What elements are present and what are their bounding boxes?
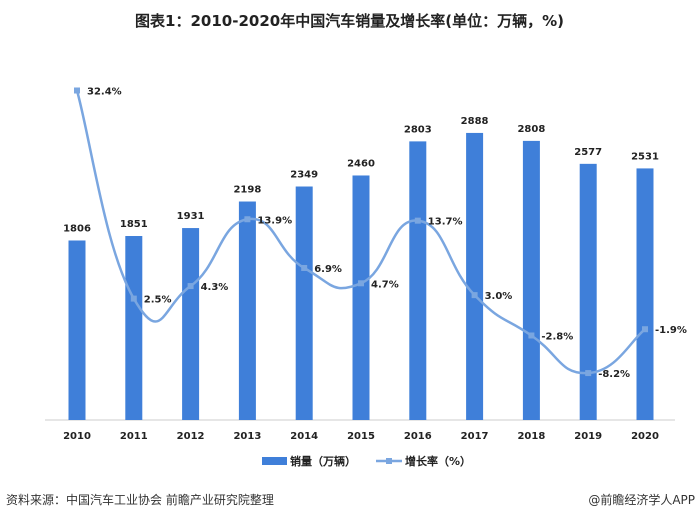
x-tick-2020: 2020 [631,431,659,442]
source-note: 资料来源：中国汽车工业协会 前瞻产业研究院整理 [6,493,274,507]
growth-label-2020: -1.9% [655,325,687,336]
x-tick-2018: 2018 [517,431,545,442]
growth-marker-2016 [414,217,421,224]
legend-bar-swatch [262,457,287,465]
bar-2019 [579,163,597,421]
growth-label-2016: 13.7% [428,217,463,228]
x-tick-2016: 2016 [404,431,432,442]
bar-2016 [409,141,427,420]
x-tick-2015: 2015 [347,431,375,442]
bar-label-2020: 2531 [631,151,659,162]
legend-line-label: 增长率（%） [405,454,471,468]
growth-label-2017: 3.0% [485,291,513,302]
x-tick-2019: 2019 [574,431,602,442]
growth-marker-2013 [244,216,251,223]
x-tick-2013: 2013 [233,431,261,442]
x-tick-2010: 2010 [63,431,91,442]
growth-marker-2020 [642,326,648,333]
bar-2018 [522,140,540,420]
growth-label-2012: 4.3% [201,282,229,293]
x-tick-2012: 2012 [177,431,205,442]
growth-marker-2010 [74,87,80,94]
growth-label-2013: 13.9% [257,215,292,226]
growth-line [75,90,646,375]
legend-line-marker [386,458,392,464]
bar-2017 [466,132,484,420]
bar-2020 [636,168,654,420]
bar-2012 [182,228,200,420]
growth-label-2014: 6.9% [314,264,342,275]
bar-2014 [295,186,313,420]
growth-label-2019: -8.2% [598,369,630,380]
bar-label-2017: 2888 [461,116,489,127]
growth-label-2018: -2.8% [541,331,573,342]
bar-2011 [125,236,143,420]
bar-label-2019: 2577 [574,147,602,158]
growth-marker-2017 [471,292,478,299]
bar-label-2016: 2803 [404,124,432,135]
bar-label-2015: 2460 [347,158,375,169]
legend-bar-label: 销量（万辆） [290,454,356,468]
x-tick-2014: 2014 [290,431,318,442]
bar-label-2018: 2808 [517,124,545,135]
chart: 1806 2010 1851 2011 1931 2012 2198 2013 2349 2014… [45,86,687,468]
growth-marker-2015 [358,280,364,287]
bar-label-2011: 1851 [120,219,148,230]
growth-label-2011: 2.5% [144,295,172,306]
chart-title: 图表1：2010-2020年中国汽车销量及增长率(单位：万辆，%) [135,12,564,30]
x-tick-2011: 2011 [120,431,148,442]
growth-marker-2014 [301,264,308,271]
bar-2013 [238,201,256,420]
growth-label-2010: 32.4% [87,86,122,97]
bar-2010 [68,240,86,420]
growth-label-2015: 4.7% [371,279,399,290]
growth-marker-2018 [528,332,535,339]
x-tick-2017: 2017 [461,431,489,442]
growth-marker-2019 [585,370,592,377]
bar-label-2013: 2198 [233,185,261,196]
bar-label-2010: 1806 [63,223,91,234]
bar-label-2012: 1931 [177,211,205,222]
credit: @前瞻经济学人APP [588,493,695,507]
growth-marker-2012 [187,283,194,290]
growth-marker-2011 [130,295,137,302]
bar-label-2014: 2349 [290,170,318,181]
bar-2015 [352,175,370,420]
